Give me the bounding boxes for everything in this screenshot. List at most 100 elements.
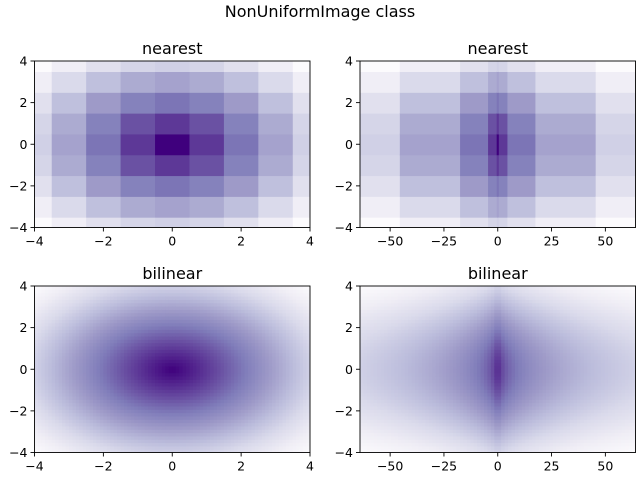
heatmap-cell: [285, 395, 290, 400]
heatmap-cell: [261, 349, 266, 354]
heatmap-cell: [155, 71, 191, 93]
heatmap-cell: [268, 402, 273, 407]
heatmap-cell: [384, 379, 389, 384]
heatmap-cell: [299, 339, 304, 344]
heatmap-cell: [265, 449, 270, 453]
heatmap-cell: [68, 289, 73, 294]
heatmap-cell: [72, 332, 77, 337]
heatmap-cell: [68, 309, 73, 314]
heatmap-cell: [199, 315, 204, 320]
heatmap-cell: [241, 295, 246, 300]
heatmap-cell: [168, 345, 173, 350]
heatmap-cell: [179, 359, 184, 364]
heatmap-cell: [401, 375, 406, 380]
heatmap-cell: [48, 385, 53, 390]
heatmap-cell: [217, 335, 222, 340]
heatmap-cell: [230, 292, 235, 297]
heatmap-cell: [244, 302, 249, 307]
heatmap-cell: [161, 442, 166, 447]
heatmap-cell: [51, 315, 56, 320]
heatmap-cell: [55, 322, 60, 327]
heatmap-cell: [48, 405, 53, 410]
heatmap-cell: [223, 154, 259, 177]
heatmap-cell: [210, 379, 215, 384]
heatmap-cell: [37, 442, 42, 447]
heatmap-cell: [110, 439, 115, 444]
heatmap-cell: [196, 429, 201, 434]
heatmap-cell: [120, 442, 125, 447]
heatmap-cell: [196, 329, 201, 334]
heatmap-cell: [261, 399, 266, 404]
heatmap-cell: [265, 375, 270, 380]
heatmap-cell: [106, 399, 111, 404]
heatmap-cell: [265, 402, 270, 407]
heatmap-cell: [306, 345, 310, 350]
heatmap-cell: [401, 302, 406, 307]
heatmap-cell: [275, 412, 280, 417]
heatmap-cell: [384, 412, 389, 417]
heatmap-cell: [384, 286, 389, 290]
heatmap-cell: [75, 425, 80, 430]
heatmap-cell: [296, 402, 301, 407]
heatmap-cell: [151, 375, 156, 380]
heatmap-cell: [377, 389, 382, 394]
heatmap-cell: [399, 92, 461, 114]
heatmap-cell: [275, 442, 280, 447]
heatmap-cell: [363, 402, 368, 407]
heatmap-cell: [86, 92, 122, 114]
heatmap-cell: [168, 392, 173, 397]
heatmap-cell: [248, 389, 253, 394]
heatmap-cell: [130, 355, 135, 360]
heatmap-cell: [86, 349, 91, 354]
heatmap-cell: [120, 445, 125, 450]
heatmap-cell: [41, 315, 46, 320]
heatmap-cell: [213, 449, 218, 453]
heatmap-cell: [117, 402, 122, 407]
heatmap-cell: [227, 365, 232, 370]
heatmap-cell: [58, 309, 63, 314]
heatmap-cell: [182, 299, 187, 304]
heatmap-cell: [58, 439, 63, 444]
heatmap-cell: [110, 449, 115, 453]
heatmap-cell: [404, 355, 409, 360]
heatmap-cell: [141, 369, 146, 374]
heatmap-cell: [48, 359, 53, 364]
heatmap-cell: [248, 339, 253, 344]
heatmap-cell: [289, 349, 294, 354]
heatmap-cell: [86, 372, 91, 377]
heatmap-cell: [34, 312, 39, 317]
heatmap-cell: [394, 389, 399, 394]
heatmap-cell: [34, 325, 39, 330]
heatmap-cell: [137, 439, 142, 444]
heatmap-cell: [34, 365, 39, 370]
heatmap-cell: [199, 352, 204, 357]
heatmap-cell: [299, 409, 304, 414]
heatmap-cell: [196, 389, 201, 394]
heatmap-cell: [103, 409, 108, 414]
heatmap-cell: [360, 154, 401, 177]
heatmap-cell: [44, 382, 49, 387]
heatmap-cell: [79, 312, 84, 317]
heatmap-cell: [75, 312, 80, 317]
heatmap-cell: [99, 339, 104, 344]
heatmap-cell: [189, 409, 194, 414]
heatmap-cell: [244, 352, 249, 357]
heatmap-cell: [306, 442, 310, 447]
heatmap-cell: [182, 335, 187, 340]
heatmap-cell: [248, 305, 253, 310]
heatmap-cell: [124, 419, 129, 424]
heatmap-cell: [363, 365, 368, 370]
heatmap-cell: [158, 432, 163, 437]
heatmap-cell: [394, 332, 399, 337]
heatmap-cell: [189, 61, 225, 73]
heatmap-cell: [234, 439, 239, 444]
heatmap-cell: [460, 217, 489, 228]
heatmap-cell: [86, 335, 91, 340]
heatmap-cell: [244, 445, 249, 450]
heatmap-cell: [151, 332, 156, 337]
heatmap-cell: [106, 345, 111, 350]
heatmap-cell: [196, 439, 201, 444]
heatmap-cell: [148, 389, 153, 394]
heatmap-cell: [124, 382, 129, 387]
heatmap-cell: [189, 325, 194, 330]
